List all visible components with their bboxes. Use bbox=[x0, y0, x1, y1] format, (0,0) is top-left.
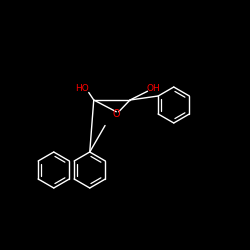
Text: HO: HO bbox=[76, 84, 90, 93]
Text: O: O bbox=[112, 109, 120, 119]
Text: OH: OH bbox=[147, 84, 160, 93]
